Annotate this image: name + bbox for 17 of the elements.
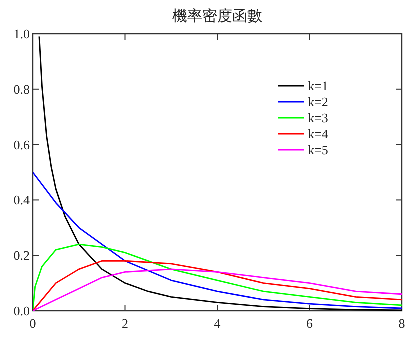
legend-label: k=4	[308, 126, 329, 142]
legend-label: k=5	[308, 142, 328, 158]
x-tick-label: 8	[398, 316, 406, 331]
y-tick-label: 0.4	[14, 192, 30, 208]
x-tick-label: 6	[306, 316, 314, 331]
chart-title: 機率密度函數	[172, 7, 262, 25]
y-tick-label: 0.8	[14, 82, 30, 97]
legend-label: k=2	[308, 94, 328, 110]
y-tick-label: 0.6	[14, 137, 30, 152]
x-tick-label: 2	[122, 316, 128, 331]
y-tick-label: 1.0	[14, 26, 30, 42]
x-tick-label: 4	[214, 316, 222, 331]
legend-label: k=3	[308, 110, 328, 126]
y-tick-label: 0.2	[14, 248, 30, 264]
legend-label: k=1	[308, 78, 328, 94]
x-tick-label: 0	[30, 316, 36, 331]
y-tick-label: 0.0	[14, 304, 30, 318]
